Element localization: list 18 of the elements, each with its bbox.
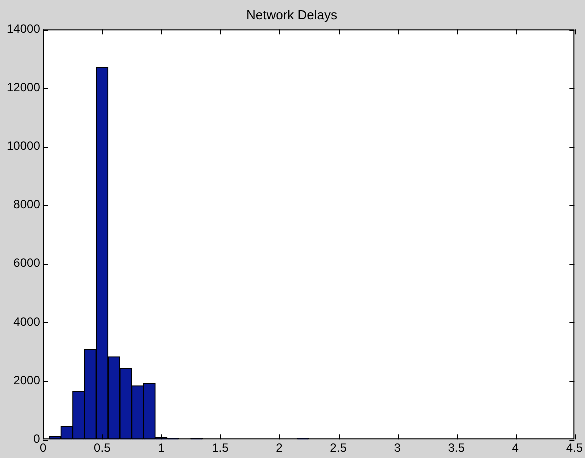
y-tick-label: 8000: [14, 198, 41, 212]
y-tick-label: 6000: [14, 256, 41, 270]
x-tick-label: 3.5: [448, 441, 466, 456]
y-tick-label: 2000: [14, 373, 41, 388]
y-tick-label: 10000: [6, 139, 41, 154]
x-tick-label: 4.5: [566, 441, 584, 456]
y-tick-label: 14000: [6, 22, 41, 36]
x-tick-label: 2.5: [330, 441, 348, 456]
x-tick-label: 1: [158, 441, 166, 456]
x-tick-label: 4: [512, 441, 520, 456]
y-tick-label: 12000: [6, 80, 41, 94]
x-tick-label: 2: [276, 441, 284, 456]
chart-title: Network Delays: [246, 7, 338, 22]
x-tick-label: 0.5: [94, 441, 112, 456]
y-tick-label: 0: [34, 432, 41, 446]
y-tick-label: 4000: [14, 314, 41, 329]
x-tick-label: 3: [394, 441, 402, 456]
x-tick-label: 1.5: [212, 441, 230, 456]
